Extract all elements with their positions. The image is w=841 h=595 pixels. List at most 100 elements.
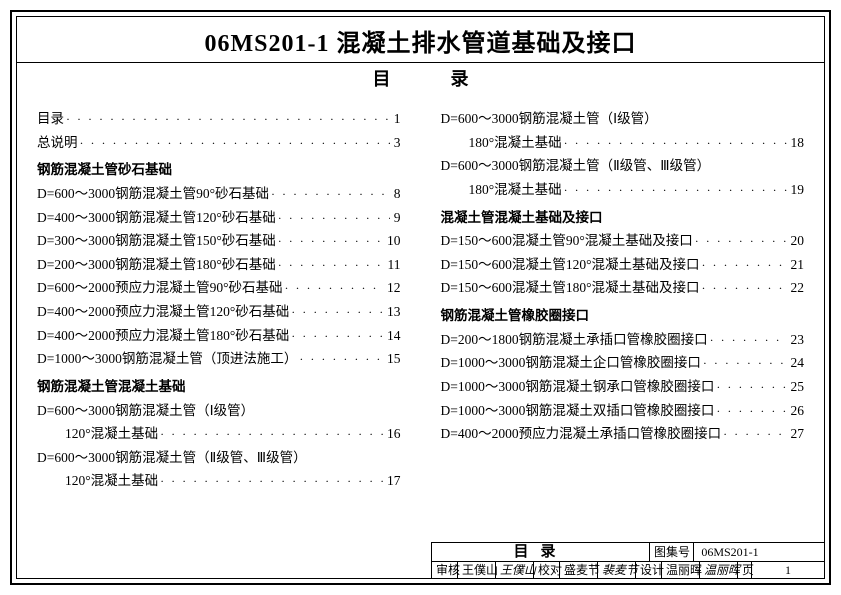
- toc-line: D=600～3000钢筋混凝土管（Ⅱ级管、Ⅲ级管）: [441, 154, 805, 178]
- toc-entry-page: 27: [787, 422, 805, 446]
- toc-entry-page: 11: [384, 253, 401, 277]
- check-name: 盛麦节: [560, 562, 598, 578]
- toc-leader-dots: [158, 422, 383, 446]
- toc-entry-label: D=200～3000钢筋混凝土管180°砂石基础: [37, 253, 276, 277]
- toc-entry-label: 180°混凝土基础: [469, 178, 562, 202]
- toc-heading: 目 录: [17, 65, 824, 91]
- toc-entry-page: 21: [787, 253, 805, 277]
- toc-entry-page: 15: [383, 347, 401, 371]
- toc-leader-dots: [283, 276, 383, 300]
- toc-leader-dots: [562, 178, 787, 202]
- review-sign: 王僕山: [496, 562, 534, 578]
- toc-leader-dots: [714, 399, 786, 423]
- toc-leader-dots: [721, 422, 786, 446]
- toc-entry-page: 16: [383, 422, 401, 446]
- toc-entry-label: 目录: [37, 107, 64, 131]
- atlas-code: 06MS201-1: [694, 543, 766, 561]
- toc-entry-page: 22: [787, 276, 805, 300]
- toc-leader-dots: [276, 206, 390, 230]
- toc-section-heading: 钢筋混凝土管砂石基础: [37, 158, 401, 182]
- toc-entry: D=400～2000预应力混凝土管120°砂石基础13: [37, 300, 401, 324]
- toc-heading-left: 目: [17, 65, 421, 91]
- inner-frame: 06MS201-1 混凝土排水管道基础及接口 目 录 目录 1 总说明 3 钢筋混凝土管…: [16, 16, 825, 579]
- toc-entry-page: 14: [383, 324, 401, 348]
- check-label: 校对: [534, 562, 560, 578]
- toc-entry: D=150～600混凝土管180°混凝土基础及接口22: [441, 276, 805, 300]
- toc-entry: 目录 1: [37, 107, 401, 131]
- design-name: 温丽晖: [662, 562, 700, 578]
- toc-entry-page: 1: [390, 107, 401, 131]
- toc-right-column: D=600～3000钢筋混凝土管（Ⅰ级管）180°混凝土基础18D=600～30…: [421, 99, 825, 586]
- design-label: 设计: [636, 562, 662, 578]
- toc-entry-label: 120°混凝土基础: [65, 422, 158, 446]
- toc-entry-label: D=600～2000预应力混凝土管90°砂石基础: [37, 276, 283, 300]
- toc-entry: D=1000～3000钢筋混凝土管（顶进法施工） 15: [37, 347, 401, 371]
- toc-entry-label: D=1000～3000钢筋混凝土钢承口管橡胶圈接口: [441, 375, 715, 399]
- toc-entry-label: 120°混凝土基础: [65, 469, 158, 493]
- toc-left-column: 目录 1 总说明 3 钢筋混凝土管砂石基础D=600～3000钢筋混凝土管90°砂石基础…: [17, 99, 421, 586]
- toc-entry: D=1000～3000钢筋混凝土企口管橡胶圈接口 24: [441, 351, 805, 375]
- toc-entry-page: 13: [383, 300, 401, 324]
- page-number: 1: [752, 562, 824, 578]
- toc-entry-label: 180°混凝土基础: [469, 131, 562, 155]
- toc-entry-label: D=400～2000预应力混凝土承插口管橡胶圈接口: [441, 422, 722, 446]
- toc-entry-label: D=1000～3000钢筋混凝土管（顶进法施工）: [37, 347, 297, 371]
- check-sign: 裴麦节: [598, 562, 636, 578]
- toc-entry-page: 9: [390, 206, 401, 230]
- toc-entry-label: D=300～3000钢筋混凝土管150°砂石基础: [37, 229, 276, 253]
- toc-entry-label: 总说明: [37, 131, 78, 155]
- toc-entry-label: D=1000～3000钢筋混凝土双插口管橡胶圈接口: [441, 399, 715, 423]
- toc-entry: D=600～2000预应力混凝土管90°砂石基础 12: [37, 276, 401, 300]
- toc-leader-dots: [158, 469, 383, 493]
- toc-entry: D=150～600混凝土管120°混凝土基础及接口 21: [441, 253, 805, 277]
- toc-entry-label: D=1000～3000钢筋混凝土企口管橡胶圈接口: [441, 351, 701, 375]
- toc-leader-dots: [562, 131, 787, 155]
- toc-line: D=600～3000钢筋混凝土管（Ⅰ级管）: [37, 399, 401, 423]
- title-block-name: 目录: [432, 543, 650, 561]
- toc-section-heading: 混凝土管混凝土基础及接口: [441, 206, 805, 230]
- toc-entry-page: 17: [383, 469, 401, 493]
- toc-entry: D=150～600混凝土管90°混凝土基础及接口20: [441, 229, 805, 253]
- review-name: 王僕山: [458, 562, 496, 578]
- sheet-title: 06MS201-1 混凝土排水管道基础及接口: [17, 17, 824, 63]
- toc-section-heading: 钢筋混凝土管橡胶圈接口: [441, 304, 805, 328]
- toc-entry: D=200～1800钢筋混凝土承插口管橡胶圈接口 23: [441, 328, 805, 352]
- toc-entry-page: 8: [390, 182, 401, 206]
- toc-entry-page: 19: [787, 178, 805, 202]
- toc-leader-dots: [289, 300, 383, 324]
- toc-entry: D=600～3000钢筋混凝土管90°砂石基础 8: [37, 182, 401, 206]
- review-label: 审核: [432, 562, 458, 578]
- toc-entry-label: D=400～2000预应力混凝土管180°砂石基础: [37, 324, 289, 348]
- toc-entry: 180°混凝土基础18: [441, 131, 805, 155]
- toc-entry: D=300～3000钢筋混凝土管150°砂石基础 10: [37, 229, 401, 253]
- toc-entry-page: 10: [383, 229, 401, 253]
- toc-leader-dots: [289, 324, 383, 348]
- toc-entry-page: 3: [390, 131, 401, 155]
- toc-entry-page: 12: [383, 276, 401, 300]
- toc-leader-dots: [708, 328, 787, 352]
- toc-entry-label: D=400～3000钢筋混凝土管120°砂石基础: [37, 206, 276, 230]
- toc-entry-page: 23: [787, 328, 805, 352]
- toc-entry: D=200～3000钢筋混凝土管180°砂石基础 11: [37, 253, 401, 277]
- toc-entry-label: D=150～600混凝土管120°混凝土基础及接口: [441, 253, 700, 277]
- drawing-sheet: 06MS201-1 混凝土排水管道基础及接口 目 录 目录 1 总说明 3 钢筋混凝土管…: [10, 10, 831, 585]
- toc-leader-dots: [700, 276, 787, 300]
- toc-leader-dots: [64, 107, 390, 131]
- toc-entry: D=1000～3000钢筋混凝土钢承口管橡胶圈接口25: [441, 375, 805, 399]
- atlas-label: 图集号: [650, 543, 694, 561]
- page-label: 页: [738, 562, 752, 578]
- toc-entry-label: D=600～3000钢筋混凝土管90°砂石基础: [37, 182, 269, 206]
- toc-entry: D=400～3000钢筋混凝土管120°砂石基础 9: [37, 206, 401, 230]
- toc-entry-label: D=200～1800钢筋混凝土承插口管橡胶圈接口: [441, 328, 708, 352]
- toc-entry: D=400～2000预应力混凝土承插口管橡胶圈接口 27: [441, 422, 805, 446]
- toc-leader-dots: [276, 229, 383, 253]
- toc-leader-dots: [269, 182, 390, 206]
- toc-entry: D=1000～3000钢筋混凝土双插口管橡胶圈接口26: [441, 399, 805, 423]
- toc-entry-page: 24: [787, 351, 805, 375]
- toc-entry-page: 20: [787, 229, 805, 253]
- design-sign: 温丽晖: [700, 562, 738, 578]
- toc-line: D=600～3000钢筋混凝土管（Ⅱ级管、Ⅲ级管）: [37, 446, 401, 470]
- toc-content: 目录 1 总说明 3 钢筋混凝土管砂石基础D=600～3000钢筋混凝土管90°砂石基础…: [17, 99, 824, 586]
- toc-line: D=600～3000钢筋混凝土管（Ⅰ级管）: [441, 107, 805, 131]
- title-block: 目录 图集号 06MS201-1 审核 王僕山 王僕山 校对 盛麦节 裴麦节 设…: [431, 542, 824, 578]
